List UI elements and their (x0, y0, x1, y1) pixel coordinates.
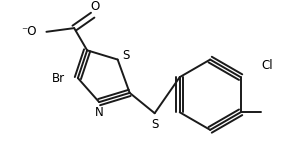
Text: Cl: Cl (261, 59, 273, 72)
Text: ⁻O: ⁻O (22, 25, 37, 38)
Text: S: S (151, 118, 158, 131)
Text: O: O (90, 0, 99, 13)
Text: S: S (122, 49, 130, 62)
Text: Br: Br (52, 72, 65, 85)
Text: N: N (95, 106, 104, 119)
